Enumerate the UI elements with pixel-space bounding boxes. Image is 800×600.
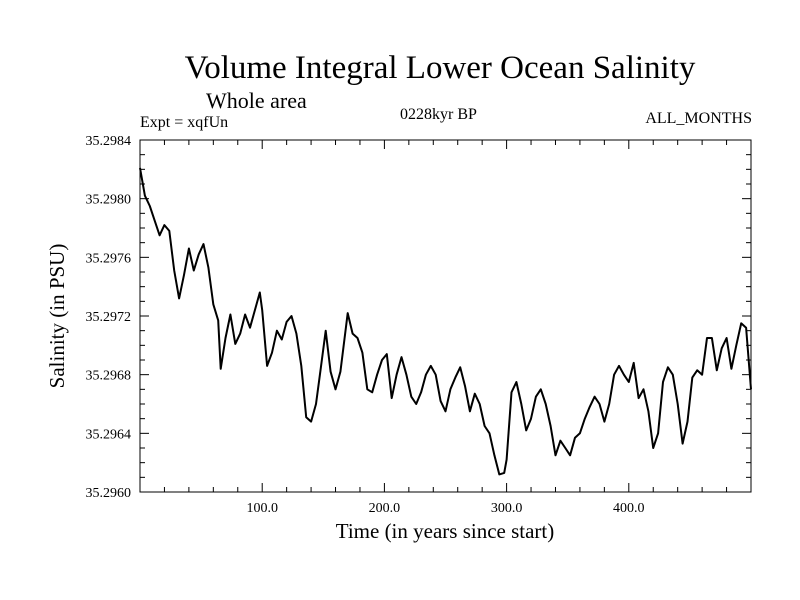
chart-title: Volume Integral Lower Ocean Salinity (184, 50, 696, 86)
months-label: ALL_MONTHS (645, 110, 752, 127)
y-tick-label: 35.2976 (86, 251, 132, 266)
axis-ticks (140, 140, 751, 492)
y-tick-label: 35.2968 (86, 369, 132, 384)
x-tick-label: 300.0 (491, 501, 523, 516)
y-tick-label: 35.2972 (86, 310, 132, 325)
series-line (139, 167, 752, 476)
y-tick-label: 35.2980 (86, 193, 132, 208)
experiment-label: Expt = xqfUn (140, 114, 229, 131)
y-tick-label: 35.2960 (86, 486, 132, 501)
chart-subtitle: Whole area (206, 88, 307, 113)
x-tick-labels: 100.0 200.0 300.0 400.0 (246, 501, 644, 516)
x-tick-label: 100.0 (246, 501, 278, 516)
y-tick-label: 35.2964 (86, 427, 132, 442)
x-tick-label: 200.0 (369, 501, 401, 516)
y-axis-label: Salinity (in PSU) (45, 244, 69, 389)
y-tick-labels: 35.2960 35.2964 35.2968 35.2972 35.2976 35.29… (86, 134, 132, 501)
y-tick-label: 35.2984 (86, 134, 132, 149)
period-label: 0228kyr BP (400, 106, 477, 123)
x-axis-label: Time (in years since start) (336, 519, 555, 543)
plot-frame (139, 139, 752, 493)
x-tick-label: 400.0 (613, 501, 645, 516)
